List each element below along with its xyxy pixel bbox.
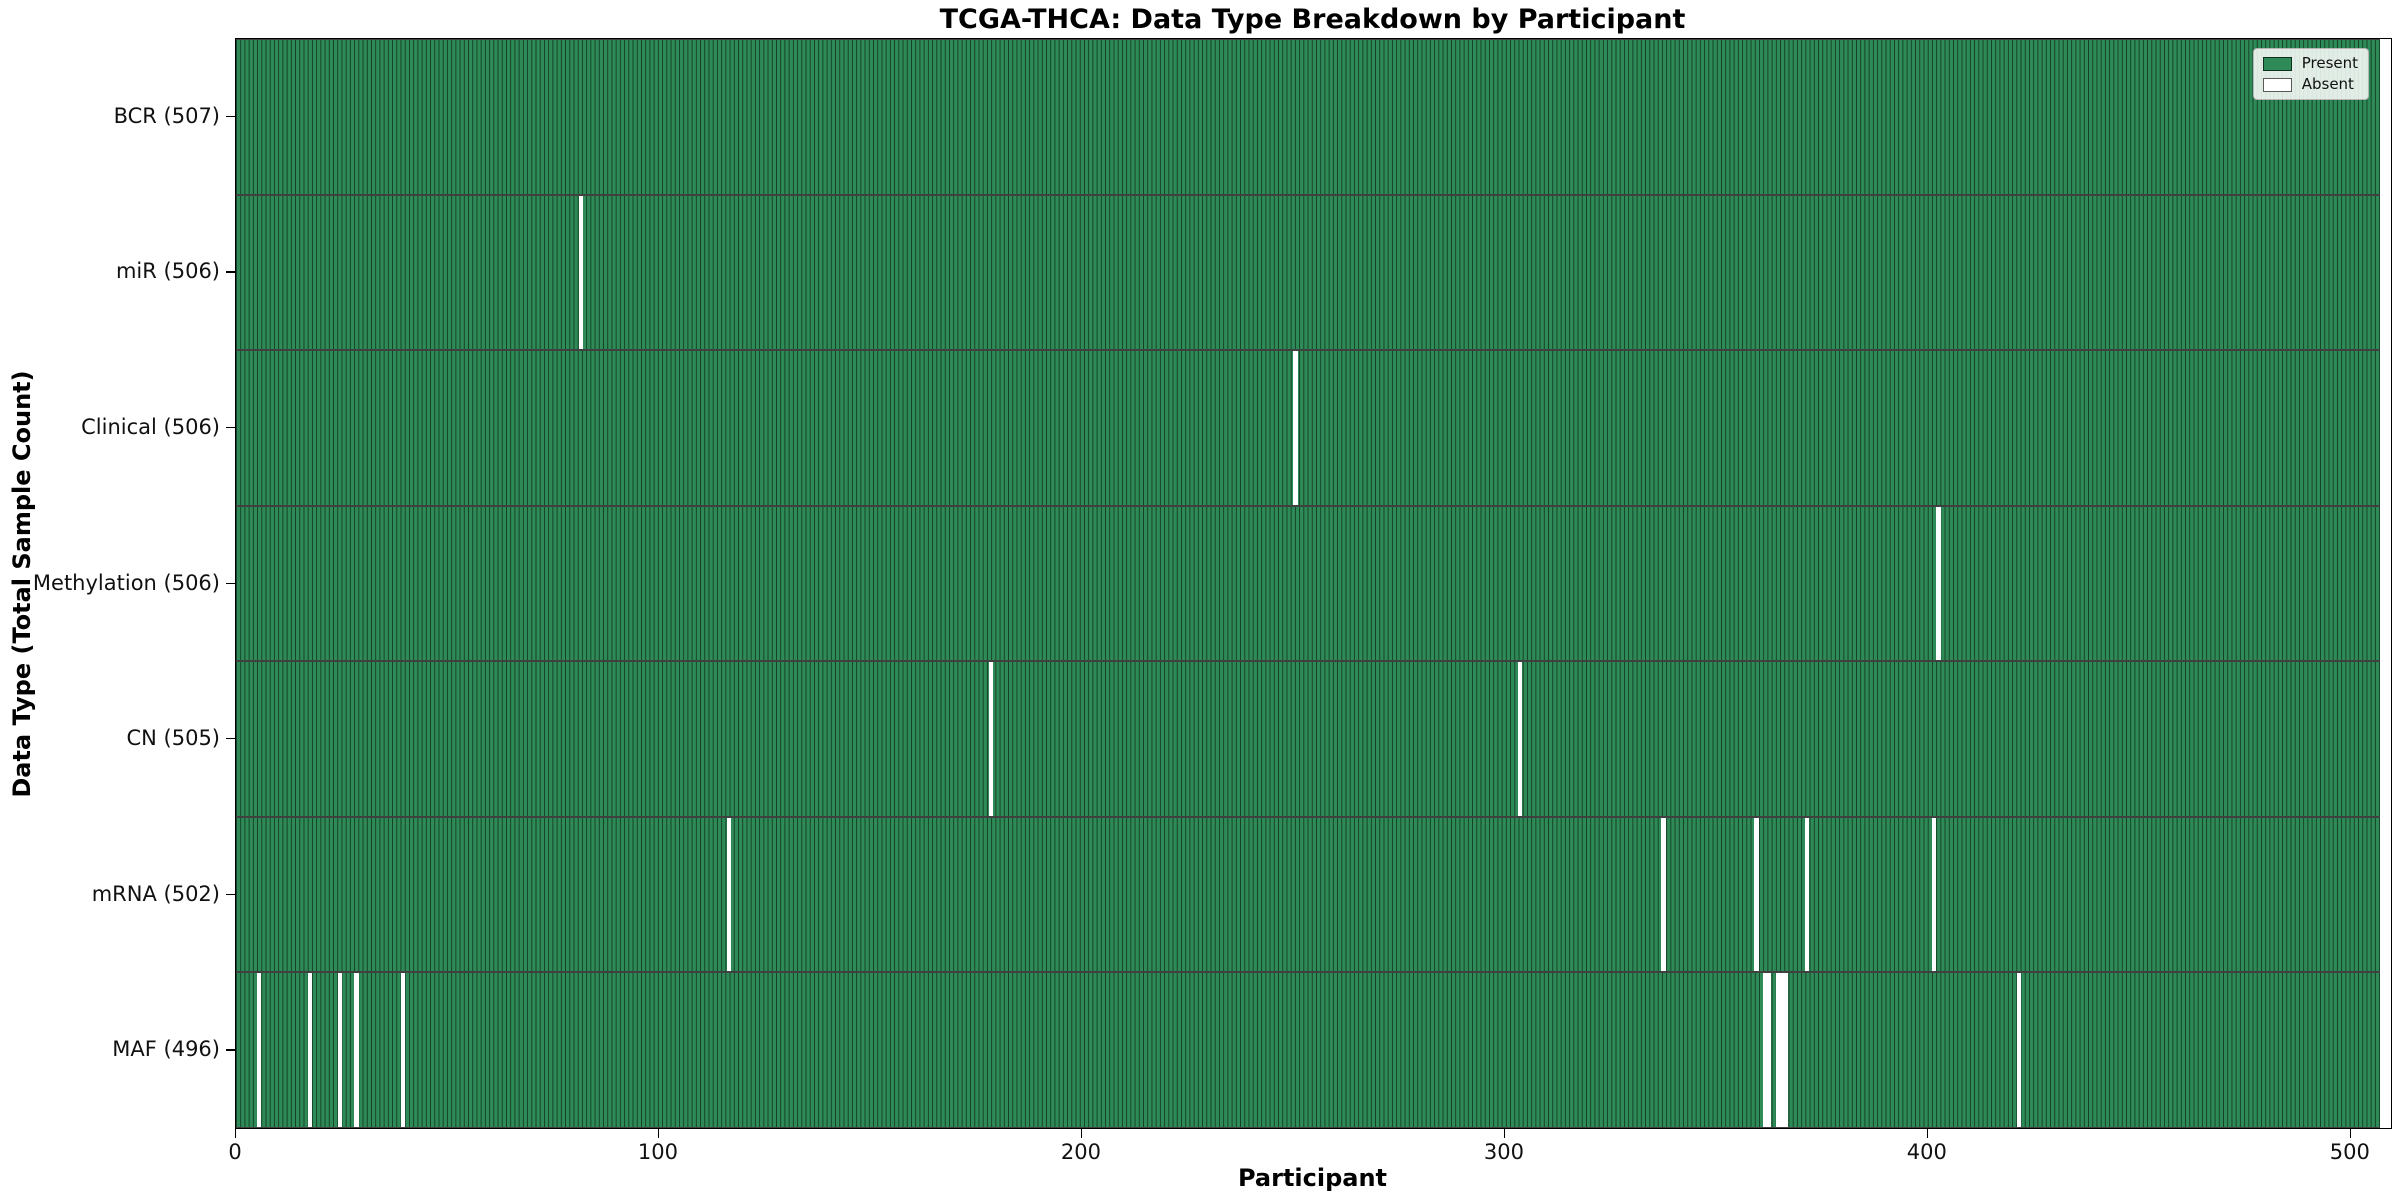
presence-row-mir (236, 194, 2381, 351)
y-tick (226, 115, 235, 118)
presence-row-methylation (236, 505, 2381, 662)
y-axis-label: Data Type (Total Sample Count) (8, 370, 36, 798)
x-tick (2349, 1129, 2352, 1138)
absent-gap (1754, 817, 1759, 972)
present-bars (236, 351, 2381, 505)
present-bars (236, 662, 2381, 816)
x-tick-label-0: 0 (228, 1140, 242, 1164)
absent-gap (1779, 973, 1785, 1127)
x-tick-label-400: 400 (1906, 1140, 1947, 1164)
absent-gap (1936, 506, 1941, 661)
legend-label: Absent (2301, 75, 2354, 93)
absent-gap (1293, 351, 1298, 505)
y-tick (226, 893, 235, 896)
present-bars (236, 195, 2381, 350)
presence-row-clinical (236, 350, 2381, 506)
present-bars (236, 817, 2381, 972)
presence-row-maf (236, 972, 2381, 1128)
x-tick (1503, 1129, 1506, 1138)
x-tick-label-100: 100 (637, 1140, 678, 1164)
absent-gap (2016, 973, 2021, 1127)
absent-gap (988, 662, 994, 816)
present-bars (236, 506, 2381, 661)
legend-swatch-absent (2262, 77, 2292, 92)
absent-gap (1762, 973, 1768, 1127)
chart-title: TCGA-THCA: Data Type Breakdown by Partic… (939, 4, 1686, 35)
y-tick-label-clinical: Clinical (506) (81, 414, 220, 439)
y-tick (226, 582, 235, 584)
presence-row-bcr (236, 39, 2381, 195)
absent-gap (400, 973, 406, 1127)
y-tick-label-cn: CN (505) (126, 726, 220, 751)
y-tick-label-maf: MAF (496) (112, 1037, 220, 1062)
legend-label: Present (2301, 54, 2358, 72)
present-bars (236, 40, 2381, 194)
absent-gap (257, 973, 262, 1127)
absent-gap (726, 817, 731, 972)
x-tick-label-500: 500 (2329, 1140, 2370, 1164)
legend-box: Present Absent (2252, 48, 2369, 100)
x-tick (235, 1129, 237, 1138)
present-bars (236, 973, 2381, 1127)
y-tick (226, 271, 235, 273)
legend-entry-absent: Absent (2262, 75, 2358, 93)
x-axis-label: Participant (1237, 1164, 1388, 1192)
y-tick-label-mir: miR (506) (115, 259, 220, 284)
legend-entry-present: Present (2262, 54, 2358, 72)
y-tick-label-mrna: mRNA (502) (91, 881, 220, 906)
y-tick (226, 738, 235, 740)
x-tick (657, 1129, 660, 1138)
absent-gap (1805, 817, 1810, 972)
y-tick (226, 1049, 235, 1051)
absent-gap (1784, 973, 1789, 1127)
absent-gap (337, 973, 342, 1127)
absent-gap (1932, 817, 1937, 972)
absent-gap (307, 973, 313, 1127)
y-tick (226, 426, 235, 429)
y-tick-label-methylation: Methylation (506) (32, 570, 220, 595)
x-tick-label-300: 300 (1483, 1140, 1524, 1164)
x-tick (1926, 1129, 1929, 1138)
absent-gap (1661, 817, 1666, 972)
x-tick-label-200: 200 (1060, 1140, 1101, 1164)
presence-row-cn (236, 661, 2381, 817)
absent-gap (1767, 973, 1772, 1127)
y-tick-label-bcr: BCR (507) (113, 103, 220, 128)
absent-gap (1775, 973, 1780, 1127)
presence-row-mrna (236, 816, 2381, 973)
absent-gap (354, 973, 359, 1127)
plot-area: Present Absent (235, 38, 2392, 1129)
absent-gap (1517, 662, 1522, 816)
legend-swatch-present (2262, 56, 2292, 71)
absent-gap (578, 195, 583, 350)
x-tick (1080, 1129, 1083, 1138)
